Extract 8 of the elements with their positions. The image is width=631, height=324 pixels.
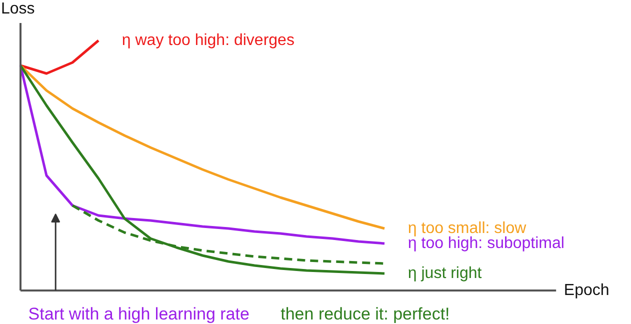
text: Start with a high learning rate: [28, 304, 250, 324]
series-label: η way too high: diverges: [122, 32, 294, 49]
text: then reduce it: perfect!: [280, 304, 450, 324]
x-axis-title: Epoch: [564, 282, 610, 299]
y-axis-title: Loss: [1, 0, 35, 18]
series-label: η too small: slow: [408, 220, 527, 237]
series-label: η too high: suboptimal: [408, 235, 564, 252]
series-label: η just right: [408, 265, 482, 282]
